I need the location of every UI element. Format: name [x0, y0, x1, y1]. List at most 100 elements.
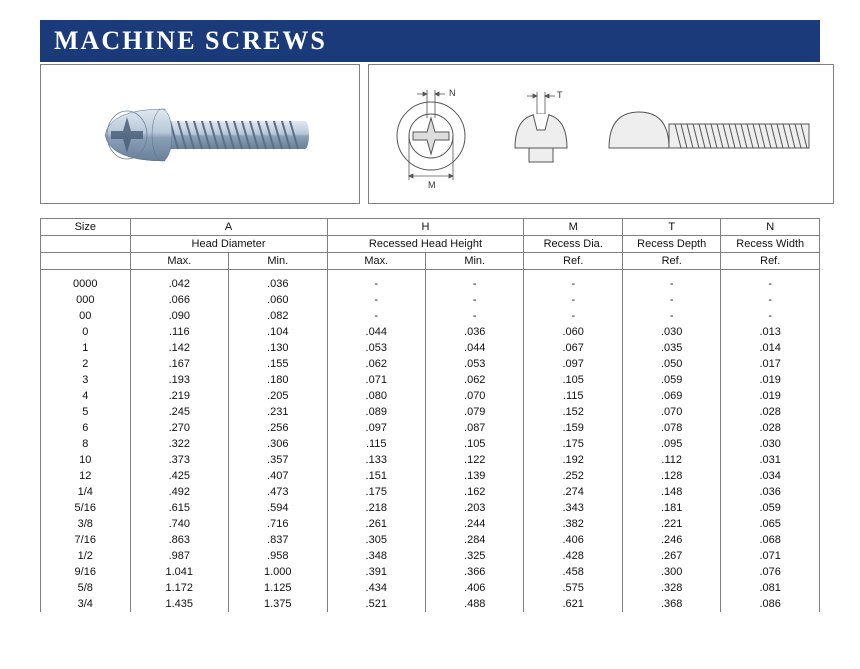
cell-h_max: - — [327, 292, 425, 308]
hdr-size: Size — [41, 219, 131, 236]
cell-a_min: .180 — [229, 372, 327, 388]
cell-t: .070 — [622, 404, 720, 420]
cell-t: .030 — [622, 324, 720, 340]
table-body: 0000.042.036-----000.066.060-----00.090.… — [41, 270, 820, 612]
cell-size: 0000 — [41, 276, 131, 292]
cell-m: .067 — [524, 340, 622, 356]
screw-photo-icon — [70, 79, 330, 189]
table-row: 5/81.1721.125.434.406.575.328.081 — [41, 580, 820, 596]
cell-size: 9/16 — [41, 564, 131, 580]
table-row: 8.322.306.115.105.175.095.030 — [41, 436, 820, 452]
table-row: 12.425.407.151.139.252.128.034 — [41, 468, 820, 484]
cell-a_min: .958 — [229, 548, 327, 564]
table-row: 3/41.4351.375.521.488.621.368.086 — [41, 596, 820, 612]
cell-n: .065 — [721, 516, 820, 532]
cell-h_min: .122 — [425, 452, 523, 468]
cell-n: - — [721, 308, 820, 324]
cell-h_max: - — [327, 308, 425, 324]
cell-a_max: .142 — [130, 340, 228, 356]
cell-h_max: .115 — [327, 436, 425, 452]
cell-n: - — [721, 276, 820, 292]
hdr-m: M — [524, 219, 622, 236]
cell-a_max: .116 — [130, 324, 228, 340]
cell-size: 1/4 — [41, 484, 131, 500]
cell-a_max: .042 — [130, 276, 228, 292]
cell-a_min: .256 — [229, 420, 327, 436]
cell-m: .105 — [524, 372, 622, 388]
cell-a_max: .219 — [130, 388, 228, 404]
cell-h_max: .348 — [327, 548, 425, 564]
cell-m: .274 — [524, 484, 622, 500]
table-row: 10.373.357.133.122.192.112.031 — [41, 452, 820, 468]
cell-h_max: .391 — [327, 564, 425, 580]
cell-n: .068 — [721, 532, 820, 548]
cell-a_min: .716 — [229, 516, 327, 532]
cell-n: .017 — [721, 356, 820, 372]
cell-t: .148 — [622, 484, 720, 500]
cell-size: 4 — [41, 388, 131, 404]
cell-t: .035 — [622, 340, 720, 356]
cell-a_min: .231 — [229, 404, 327, 420]
cell-h_min: .366 — [425, 564, 523, 580]
cell-h_max: .305 — [327, 532, 425, 548]
table-row: 5/16.615.594.218.203.343.181.059 — [41, 500, 820, 516]
cell-a_min: .594 — [229, 500, 327, 516]
cell-n: - — [721, 292, 820, 308]
cell-h_min: .203 — [425, 500, 523, 516]
cell-a_max: .322 — [130, 436, 228, 452]
dim-label-n: N — [449, 88, 456, 98]
cell-h_min: .044 — [425, 340, 523, 356]
cell-a_max: .193 — [130, 372, 228, 388]
cell-h_min: - — [425, 276, 523, 292]
cell-m: .152 — [524, 404, 622, 420]
cell-a_max: .740 — [130, 516, 228, 532]
hdr3-t: Ref. — [622, 253, 720, 270]
cell-h_max: .071 — [327, 372, 425, 388]
cell-h_max: .053 — [327, 340, 425, 356]
hdr3-hmax: Max. — [327, 253, 425, 270]
cell-h_min: .284 — [425, 532, 523, 548]
cell-h_max: .175 — [327, 484, 425, 500]
cell-t: - — [622, 308, 720, 324]
cell-n: .031 — [721, 452, 820, 468]
dim-label-m: M — [428, 180, 436, 190]
cell-h_max: .133 — [327, 452, 425, 468]
cell-a_min: .306 — [229, 436, 327, 452]
cell-m: .458 — [524, 564, 622, 580]
hdr2-t: Recess Depth — [622, 236, 720, 253]
cell-m: .406 — [524, 532, 622, 548]
cell-t: .221 — [622, 516, 720, 532]
cell-t: .328 — [622, 580, 720, 596]
table-row: 3.193.180.071.062.105.059.019 — [41, 372, 820, 388]
cell-t: .112 — [622, 452, 720, 468]
diagram-side-head-icon: T — [501, 74, 581, 194]
cell-a_max: .066 — [130, 292, 228, 308]
hdr-a: A — [130, 219, 327, 236]
cell-h_min: .087 — [425, 420, 523, 436]
hdr2-size — [41, 236, 131, 253]
cell-h_max: .089 — [327, 404, 425, 420]
cell-t: .300 — [622, 564, 720, 580]
cell-m: .428 — [524, 548, 622, 564]
cell-h_min: - — [425, 308, 523, 324]
screw-diagram-box: N M — [368, 64, 834, 204]
cell-m: .097 — [524, 356, 622, 372]
cell-h_min: .162 — [425, 484, 523, 500]
cell-n: .086 — [721, 596, 820, 612]
hdr2-a: Head Diameter — [130, 236, 327, 253]
cell-a_min: 1.000 — [229, 564, 327, 580]
cell-h_max: .044 — [327, 324, 425, 340]
cell-size: 1 — [41, 340, 131, 356]
hdr-n: N — [721, 219, 820, 236]
cell-a_max: .167 — [130, 356, 228, 372]
dim-label-t: T — [557, 90, 563, 100]
hdr2-h: Recessed Head Height — [327, 236, 524, 253]
cell-a_min: .082 — [229, 308, 327, 324]
table-header: Size A H M T N Head Diameter Recessed He… — [41, 219, 820, 270]
table-row: 2.167.155.062.053.097.050.017 — [41, 356, 820, 372]
cell-t: .069 — [622, 388, 720, 404]
table-row: 00.090.082----- — [41, 308, 820, 324]
cell-n: .028 — [721, 420, 820, 436]
table-row: 0000.042.036----- — [41, 276, 820, 292]
cell-m: .060 — [524, 324, 622, 340]
